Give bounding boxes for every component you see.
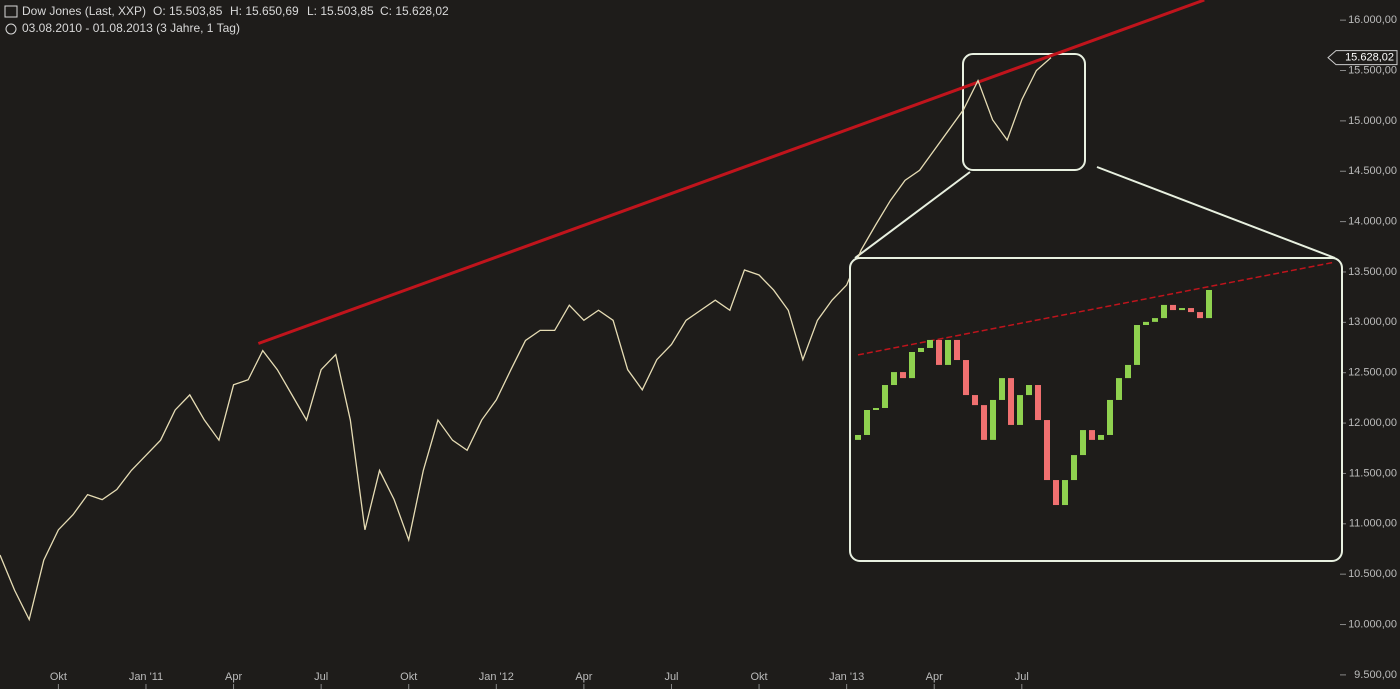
candle [990,399,996,440]
candle [936,339,942,365]
last-price-label: 15.628,02 [1345,52,1394,64]
candle [1071,455,1077,481]
candle [1017,395,1023,425]
candle [1125,364,1131,379]
y-tick-label: 10.500,00 [1348,568,1397,580]
candle [873,407,879,410]
x-tick-label: Jul [1015,671,1029,683]
chart-title: Dow Jones (Last, XXP) [22,4,146,18]
candle [1107,399,1113,435]
candle [1053,480,1059,506]
x-tick-label: Apr [926,671,943,683]
candle [1206,289,1212,319]
candle [1179,308,1185,311]
ohlc-label: H: 15.650,69 [230,4,299,18]
x-tick-label: Jan '12 [479,671,514,683]
y-tick-label: 10.000,00 [1348,618,1397,630]
y-tick-label: 12.000,00 [1348,417,1397,429]
candle [963,360,969,396]
candle [1152,318,1158,322]
highlight-box [962,53,1086,171]
y-tick-label: 12.500,00 [1348,367,1397,379]
x-tick-label: Okt [750,671,767,683]
y-tick-label: 14.500,00 [1348,165,1397,177]
candle [972,395,978,406]
last-price-tag [1327,50,1398,66]
x-tick-label: Jan '13 [829,671,864,683]
connector [854,171,971,259]
x-tick-label: Apr [575,671,592,683]
x-tick-label: Jul [664,671,678,683]
candle [909,352,915,379]
candle [1143,321,1149,326]
y-tick-label: 13.000,00 [1348,316,1397,328]
x-tick-label: Okt [50,671,67,683]
y-tick-label: 11.500,00 [1349,467,1397,479]
trendline [257,0,1205,345]
candle [945,339,951,365]
y-tick-label: 11.000,00 [1349,518,1397,530]
price-line [0,57,1052,622]
y-tick-label: 9.500,00 [1354,669,1397,681]
ohlc-label: C: 15.628,02 [380,4,449,18]
candle [1044,420,1050,481]
candle [882,385,888,408]
candle [855,434,861,440]
candle [900,372,906,379]
y-tick-label: 16.000,00 [1348,14,1397,26]
inset-plot [855,261,1336,506]
y-tick-label: 15.000,00 [1348,115,1397,127]
y-tick-label: 14.000,00 [1348,216,1397,228]
candle [1026,385,1032,396]
x-tick-label: Okt [400,671,417,683]
candle [918,347,924,352]
y-tick-label: 15.500,00 [1348,64,1397,76]
candle [864,410,870,435]
candle [1062,480,1068,506]
candle [1134,325,1140,365]
ohlc-label: O: 15.503,85 [153,4,223,18]
candle [1170,304,1176,311]
candle [891,372,897,386]
x-tick-label: Jan '11 [129,671,163,683]
candle [1098,434,1104,440]
candle [927,339,933,348]
candle [1008,378,1014,425]
x-tick-label: Jul [314,671,328,683]
candle [1116,378,1122,400]
chart-subtitle: 03.08.2010 - 01.08.2013 (3 Jahre, 1 Tag) [22,21,240,35]
y-tick-label: 13.500,00 [1348,266,1397,278]
candle [1197,312,1203,319]
connector [1096,166,1336,259]
inset-box [849,257,1343,562]
candle [1035,385,1041,421]
candle [1080,430,1086,456]
clock-icon [5,23,17,35]
chart-icon [4,5,18,18]
candle [1188,308,1194,313]
x-tick-label: Apr [225,671,242,683]
candle [981,405,987,440]
candle [1161,304,1167,319]
candle [954,339,960,361]
candle [999,378,1005,400]
ohlc-label: L: 15.503,85 [307,4,374,18]
candle [1089,430,1095,440]
